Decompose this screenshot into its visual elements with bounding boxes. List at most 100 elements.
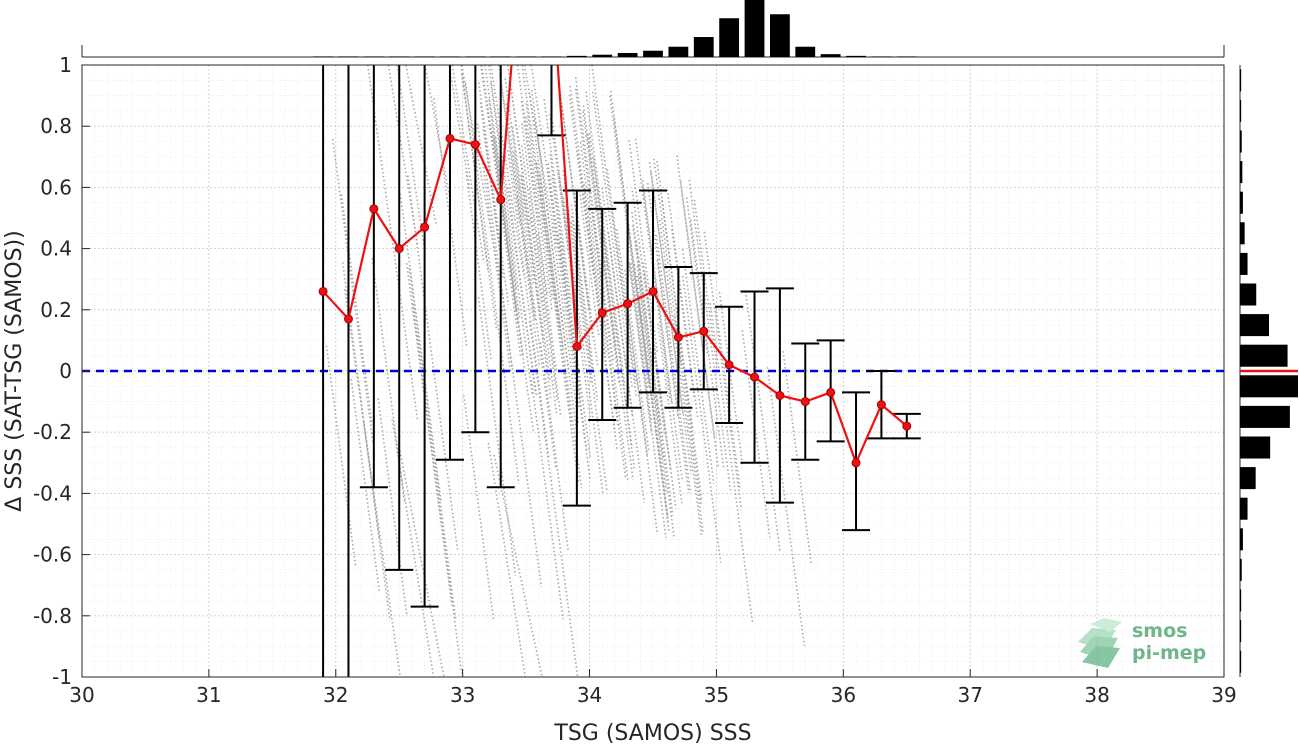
scatter-point: [528, 188, 559, 400]
logo-line2: pi-mep: [1132, 642, 1206, 664]
y-tick-label: 0.2: [40, 298, 72, 322]
right-histogram-bar: [1240, 650, 1242, 673]
scatter-point: [391, 419, 435, 678]
scatter-point: [655, 235, 692, 493]
scatter-point: [609, 90, 651, 384]
scatter-point: [641, 186, 673, 404]
scatter-point: [591, 208, 629, 480]
scatter-point: [633, 263, 669, 517]
top-histogram-bar: [440, 56, 460, 57]
x-tick-label: 31: [196, 683, 221, 707]
right-histogram-bar: [1240, 497, 1248, 520]
scatter-point: [504, 78, 525, 218]
scatter-point: [493, 454, 543, 678]
right-histogram-bar: [1240, 161, 1243, 184]
scatter-point: [407, 175, 459, 550]
scatter-point: [516, 64, 540, 227]
scatter-point: [521, 123, 562, 417]
top-histogram-bar: [668, 46, 689, 57]
top-histogram-bar: [795, 46, 816, 57]
scatter-point: [325, 345, 357, 566]
scatter-point: [497, 64, 537, 321]
scatter-point: [528, 92, 564, 348]
scatter-point: [490, 82, 533, 395]
scatter-point: [676, 155, 720, 469]
top-histogram: [81, 0, 1225, 58]
scatter-point: [462, 395, 495, 620]
right-histogram-bar: [1240, 99, 1242, 122]
top-histogram-bar: [465, 56, 486, 57]
y-tick-label: -1: [52, 665, 72, 689]
scatter-point: [476, 123, 512, 373]
top-histogram-bar: [719, 18, 740, 58]
scatter-point: [569, 85, 602, 318]
scatter-point: [530, 64, 566, 288]
scatter-point: [523, 64, 558, 247]
scatter-point: [513, 152, 557, 470]
scatter-point: [679, 181, 716, 438]
scatter-point: [460, 64, 498, 329]
top-histogram-bar: [592, 54, 613, 57]
scatter-point: [510, 88, 551, 381]
scatter-point: [573, 193, 599, 366]
top-histogram-bar: [744, 0, 765, 57]
scatter-point: [585, 91, 626, 386]
y-tick-label: -0.8: [33, 604, 72, 628]
mean-marker: [826, 387, 836, 397]
x-tick-label: 35: [704, 683, 729, 707]
top-histogram-bar: [617, 53, 638, 57]
mean-marker: [394, 244, 404, 254]
scatter-point: [485, 174, 513, 369]
x-tick-label: 36: [831, 683, 856, 707]
mean-marker: [623, 299, 633, 309]
right-histogram-bar: [1240, 222, 1245, 245]
right-histogram-bar: [1240, 283, 1257, 306]
scatter-point: [582, 105, 620, 373]
scatter-point: [520, 174, 552, 398]
scatter-point: [520, 101, 549, 297]
scatter-point: [653, 158, 683, 366]
right-histogram-bar: [1240, 558, 1242, 581]
scatter-point: [448, 64, 471, 190]
right-histogram-bar: [1240, 252, 1248, 275]
top-histogram-bar: [338, 56, 359, 57]
top-histogram-bar: [566, 55, 587, 57]
y-tick-label: 0.8: [40, 114, 72, 138]
right-histogram-bar: [1240, 620, 1242, 643]
x-tick-label: 34: [577, 683, 602, 707]
scatter-point: [561, 105, 590, 311]
right-histogram-bar: [1240, 436, 1271, 459]
mean-marker: [851, 458, 861, 468]
scatter-point: [516, 196, 541, 365]
binned-mean-series: [318, 65, 912, 468]
scatter-point: [525, 117, 553, 311]
scatter-point: [656, 259, 680, 419]
mean-marker: [369, 204, 379, 214]
y-tick-label: 0.4: [40, 237, 72, 261]
scatter-point: [597, 269, 627, 480]
scatter-point: [405, 64, 437, 224]
scatter-point: [623, 269, 650, 453]
top-histogram-bar: [846, 55, 866, 57]
right-histogram: [1239, 65, 1298, 677]
y-tick-label: 0: [59, 359, 72, 383]
top-histogram-bar: [896, 56, 917, 57]
x-tick-label: 30: [69, 683, 94, 707]
scatter-point: [656, 160, 694, 430]
scatter-point: [643, 272, 672, 469]
scatter-point: [718, 291, 744, 465]
scatter-point: [574, 88, 605, 304]
scatter-point: [693, 199, 718, 370]
scatter-point: [537, 233, 558, 373]
right-histogram-bar: [1240, 467, 1256, 490]
mean-marker: [750, 372, 760, 382]
mean-marker: [496, 195, 506, 205]
right-histogram-bar: [1240, 405, 1290, 428]
y-tick-label: -0.4: [33, 481, 72, 505]
scatter-point: [530, 380, 564, 620]
mean-marker: [724, 360, 734, 370]
x-tick-label: 37: [957, 683, 982, 707]
mean-marker: [470, 140, 480, 150]
smos-pi-mep-logo: smos pi-mep: [1078, 618, 1206, 668]
